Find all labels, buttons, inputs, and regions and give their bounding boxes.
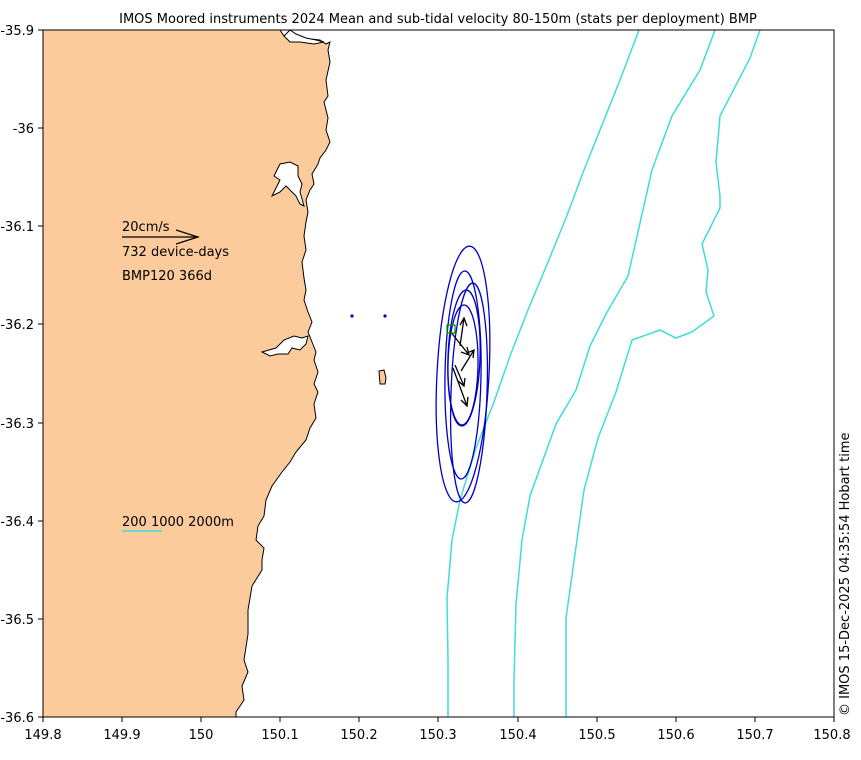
variance-ellipse bbox=[444, 270, 482, 480]
estuary-north bbox=[283, 30, 325, 45]
plot-area bbox=[43, 30, 761, 717]
y-tick-label: -36.5 bbox=[0, 613, 34, 628]
arrowhead bbox=[457, 377, 466, 388]
y-tick-label: -36.4 bbox=[0, 515, 34, 530]
legend-station-label: BMP120 366d bbox=[122, 269, 212, 284]
x-tick-label: 150.6 bbox=[657, 728, 694, 743]
variance-ellipse bbox=[447, 304, 479, 426]
velocity-arrow bbox=[449, 330, 470, 356]
x-tick-label: 150.2 bbox=[340, 728, 377, 743]
x-tick-label: 150.4 bbox=[499, 728, 536, 743]
velocity-arrow bbox=[452, 367, 468, 407]
x-tick-label: 150 bbox=[189, 728, 214, 743]
arrowhead bbox=[460, 396, 469, 408]
estuary-south bbox=[260, 335, 309, 357]
variance-ellipse bbox=[435, 245, 491, 503]
station-dot bbox=[350, 314, 354, 318]
y-axis bbox=[38, 29, 43, 718]
island bbox=[378, 369, 387, 385]
variance-ellipses bbox=[435, 245, 491, 504]
y-tick-label: -36.1 bbox=[0, 220, 34, 235]
y-tick-label: -35.9 bbox=[0, 24, 34, 39]
x-tick-label: 149.9 bbox=[103, 728, 140, 743]
isobath-1000m bbox=[513, 30, 716, 717]
arrowhead bbox=[460, 346, 470, 357]
x-tick-label: 150.8 bbox=[813, 728, 850, 743]
y-tick-labels: -35.9 -36 -36.1 -36.2 -36.3 -36.4 -36.5 … bbox=[0, 24, 34, 726]
legend-scale-arrow bbox=[122, 229, 200, 245]
x-tick-label: 149.8 bbox=[24, 728, 61, 743]
x-tick-label: 150.7 bbox=[736, 728, 773, 743]
land-mass bbox=[43, 30, 331, 717]
x-tick-label: 150.1 bbox=[261, 728, 298, 743]
velocity-arrow bbox=[460, 349, 475, 372]
x-tick-label: 150.3 bbox=[419, 728, 456, 743]
figure-title: IMOS Moored instruments 2024 Mean and su… bbox=[119, 12, 757, 27]
isobath-200m bbox=[446, 30, 640, 717]
y-tick-label: -36.3 bbox=[0, 417, 34, 432]
velocity-arrow bbox=[454, 364, 465, 387]
x-tick-labels: 149.8 149.9 150 150.1 150.2 150.3 150.4 … bbox=[24, 728, 850, 743]
legend: 20cm/s 732 device-days BMP120 366d 200 1… bbox=[122, 220, 234, 532]
arrowhead bbox=[459, 316, 468, 327]
estuary-middle bbox=[270, 161, 305, 207]
y-tick-label: -36.6 bbox=[0, 711, 34, 726]
y-tick-label: -36 bbox=[13, 122, 34, 137]
x-axis bbox=[42, 717, 835, 722]
timestamp-credit: © IMOS 15-Dec-2025 04:35:54 Hobart time bbox=[838, 432, 853, 716]
station-dot bbox=[383, 314, 387, 318]
velocity-arrows bbox=[449, 316, 475, 408]
legend-isobath-label: 200 1000 2000m bbox=[122, 515, 234, 530]
y-tick-label: -36.2 bbox=[0, 318, 34, 333]
legend-scale-label: 20cm/s bbox=[122, 220, 170, 235]
velocity-arrow bbox=[459, 317, 465, 347]
station-marker bbox=[446, 324, 456, 334]
arrowhead bbox=[466, 348, 475, 359]
x-tick-label: 150.5 bbox=[578, 728, 615, 743]
legend-device-days: 732 device-days bbox=[122, 245, 229, 260]
isobath-2000m bbox=[565, 30, 761, 717]
